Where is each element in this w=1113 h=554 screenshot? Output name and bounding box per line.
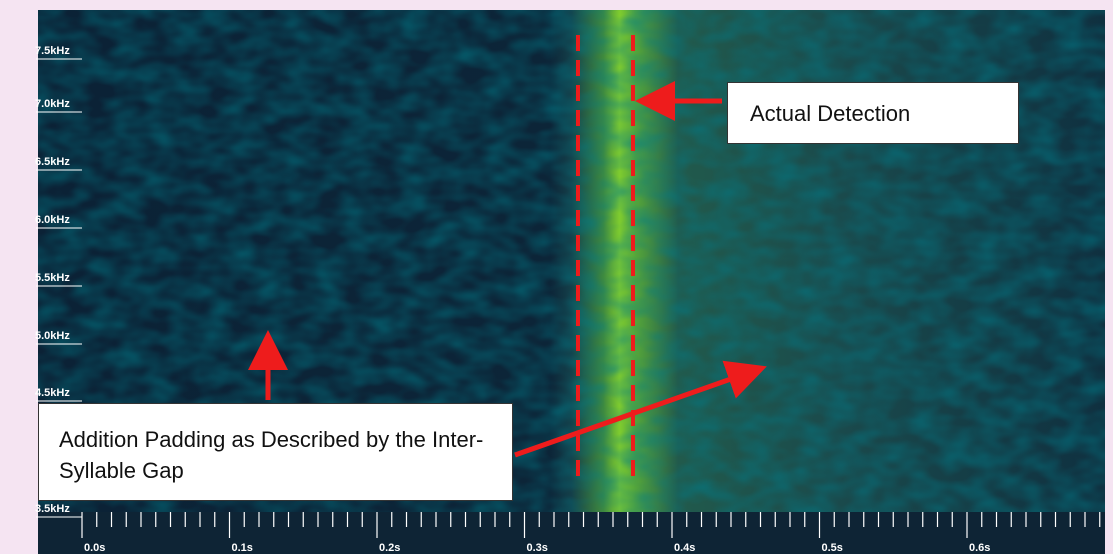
y-tick-label: 6.5kHz <box>35 156 70 168</box>
y-tick-label: 5.5kHz <box>35 272 70 284</box>
y-tick-label: 3.5kHz <box>35 503 70 515</box>
y-tick-label: 5.0kHz <box>35 330 70 342</box>
arrow <box>514 360 767 458</box>
x-tick-label: 0.1s <box>232 542 253 554</box>
annotation: Addition Padding as Described by the Int… <box>38 403 513 501</box>
x-tick-label: 0.3s <box>527 542 548 554</box>
y-tick-label: 4.5kHz <box>35 387 70 399</box>
y-tick-label: 7.5kHz <box>35 45 70 57</box>
x-tick-label: 0.0s <box>84 542 105 554</box>
x-tick-label: 0.5s <box>822 542 843 554</box>
y-tick-label: 6.0kHz <box>35 214 70 226</box>
x-tick-label: 0.2s <box>379 542 400 554</box>
time-axis <box>38 512 1105 554</box>
annotation: Actual Detection <box>727 82 1019 144</box>
x-tick-label: 0.4s <box>674 542 695 554</box>
x-tick-label: 0.6s <box>969 542 990 554</box>
y-tick-label: 7.0kHz <box>35 98 70 110</box>
